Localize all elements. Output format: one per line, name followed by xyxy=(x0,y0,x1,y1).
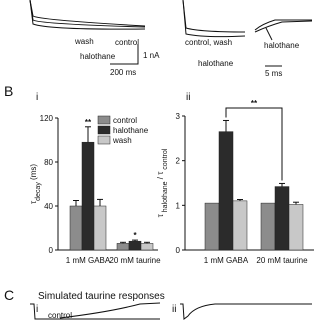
trace xyxy=(254,19,312,31)
bracket xyxy=(225,107,283,181)
trace xyxy=(182,0,246,38)
panel-label: C xyxy=(4,287,14,303)
y-label-part: τ xyxy=(156,213,165,217)
trace-label: halothane xyxy=(80,52,116,61)
annotation: ** xyxy=(251,99,258,108)
trace-label: halothane xyxy=(264,41,300,50)
bar xyxy=(260,202,276,251)
y-label-part: τ xyxy=(29,200,38,204)
trace-label: control xyxy=(48,311,72,320)
annotation: * xyxy=(133,231,137,240)
trace xyxy=(29,0,146,30)
trace xyxy=(59,302,161,319)
panel-label: B xyxy=(4,83,13,99)
panel-sublabel: i xyxy=(36,92,38,103)
y-tick-label: 40 xyxy=(44,202,53,211)
scale-label: 5 ms xyxy=(265,69,282,78)
y-tick-label: 0 xyxy=(49,246,54,255)
legend-label: control xyxy=(113,116,137,125)
bar xyxy=(69,205,83,251)
trace xyxy=(29,0,146,28)
trace xyxy=(29,0,146,27)
bar xyxy=(140,243,154,251)
y-tick-label: 80 xyxy=(44,158,53,167)
annotation: ** xyxy=(85,118,92,127)
y-tick-label: 2 xyxy=(176,157,181,166)
trace xyxy=(30,303,160,320)
scale-label: 200 ms xyxy=(110,68,136,77)
bar xyxy=(218,131,234,251)
panel-sublabel: ii xyxy=(186,92,190,103)
bar xyxy=(288,204,304,251)
legend-swatch xyxy=(97,115,111,125)
bar xyxy=(81,141,95,251)
bar xyxy=(93,205,107,251)
y-label-part: (ms) xyxy=(29,164,38,183)
trace xyxy=(254,20,313,33)
legend-swatch xyxy=(97,125,111,135)
x-tick-label: 20 mM taurine xyxy=(256,256,308,265)
panel-a: wash control halothane 1 nA 200 ms contr… xyxy=(29,0,313,78)
scale-label: 1 nA xyxy=(143,51,160,60)
legend-label: wash xyxy=(112,136,132,145)
y-label-part: / τ xyxy=(156,171,165,182)
y-label-part: halothane xyxy=(162,181,169,214)
panel-sublabel: i xyxy=(36,304,38,315)
panel-title: Simulated taurine responses xyxy=(38,291,165,302)
x-tick-label: 1 mM GABA xyxy=(204,256,249,265)
y-tick-label: 3 xyxy=(176,112,181,121)
bar xyxy=(204,202,220,251)
scale-bar xyxy=(110,44,139,65)
legend-label: halothane xyxy=(113,126,149,135)
trace-label: control, wash xyxy=(185,38,232,47)
bar xyxy=(116,243,130,251)
legend-swatch xyxy=(97,135,111,145)
bar xyxy=(232,200,248,251)
bar xyxy=(128,240,142,251)
y-label-part: decay xyxy=(35,182,42,201)
bar xyxy=(274,186,290,251)
y-axis-label: τ halothane / τ control xyxy=(156,148,169,217)
trace xyxy=(180,303,312,320)
arrow xyxy=(265,27,273,41)
trace-label: wash xyxy=(74,37,94,46)
x-tick-label: 1 mM GABA xyxy=(66,256,111,265)
y-axis-label: τdecay (ms) xyxy=(29,164,42,204)
trace-label: control xyxy=(115,38,139,47)
trace xyxy=(182,0,246,33)
y-tick-label: 1 xyxy=(176,201,181,210)
x-tick-label: 20 mM taurine xyxy=(109,256,161,265)
trace-label: halothane xyxy=(198,59,234,68)
y-tick-label: 120 xyxy=(40,114,54,123)
y-tick-label: 0 xyxy=(176,246,181,255)
panel-sublabel: ii xyxy=(172,304,176,315)
y-label-part: control xyxy=(162,148,169,171)
